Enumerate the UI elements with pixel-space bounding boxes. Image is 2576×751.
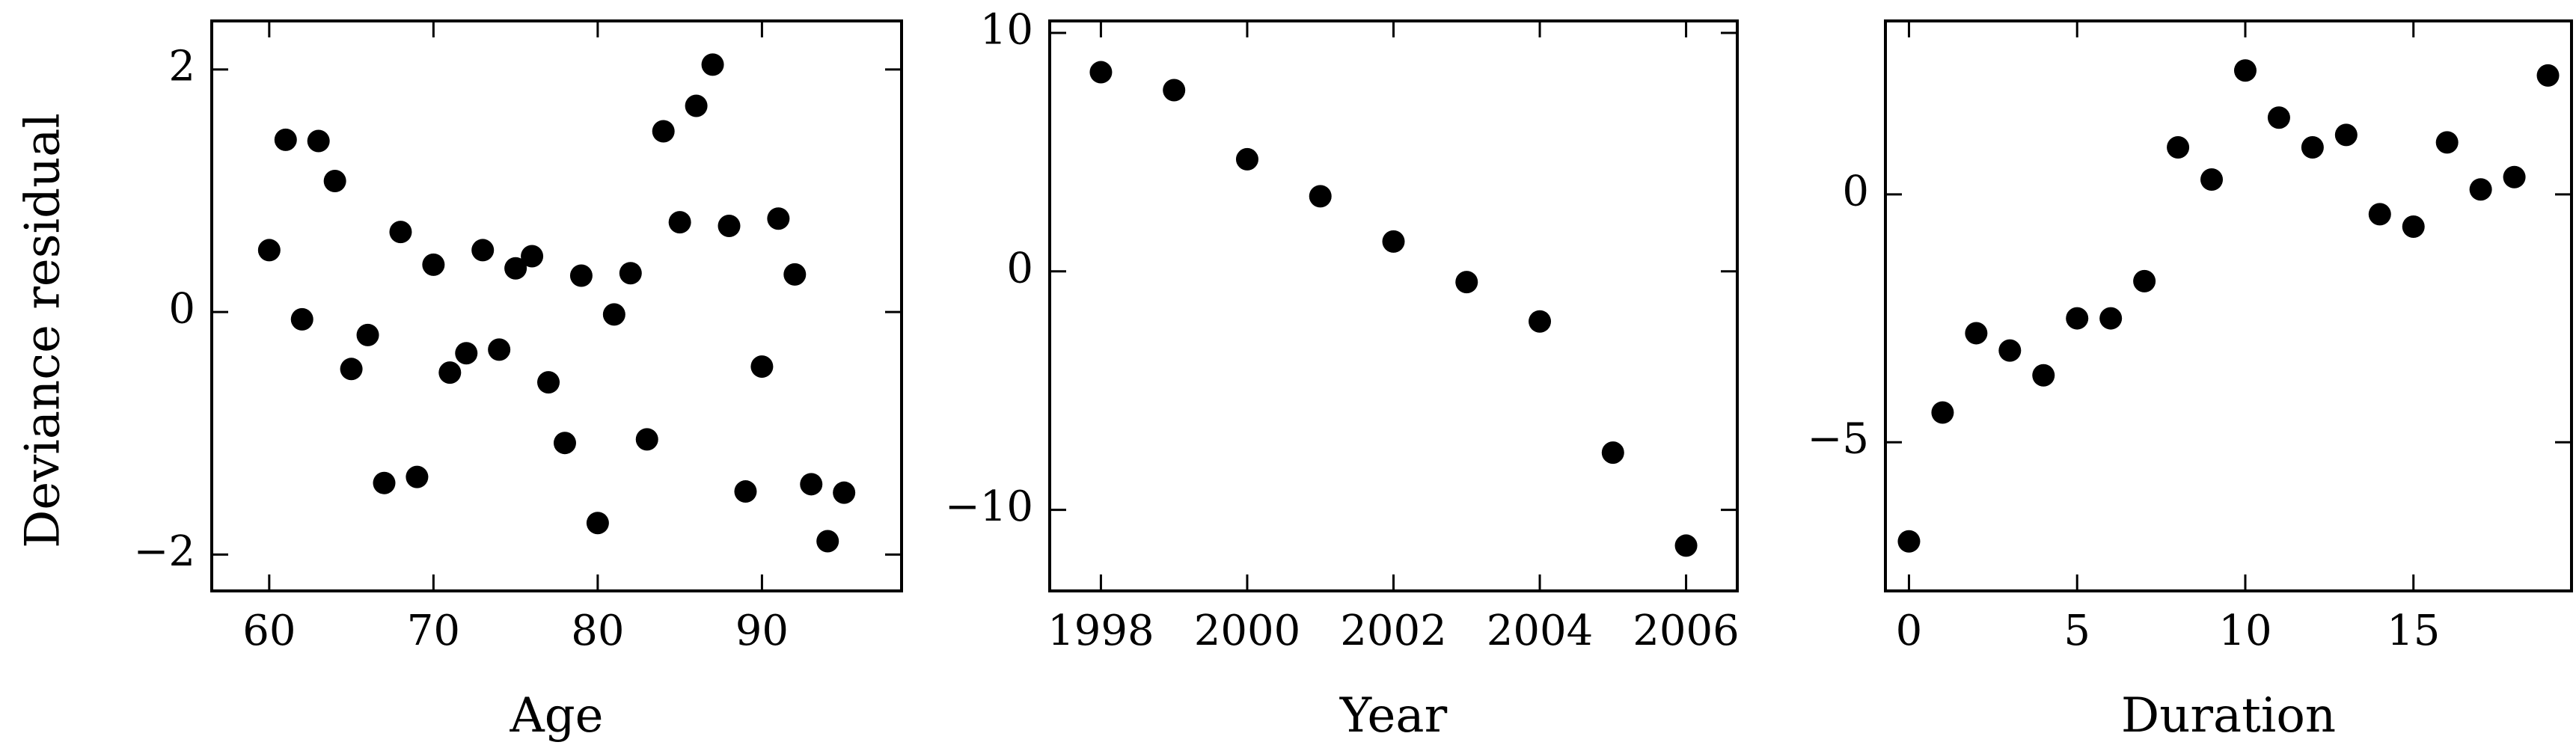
year-point-6: [1529, 310, 1552, 333]
duration-point-12: [2301, 135, 2324, 159]
duration-point-10: [2233, 59, 2257, 82]
age-point-34: [816, 530, 839, 553]
age-x-tick-label: 70: [407, 607, 460, 655]
year-y-tick-label: −10: [945, 482, 1033, 531]
year-point-7: [1601, 441, 1624, 465]
age-point-17: [537, 371, 560, 394]
age-point-4: [323, 170, 346, 193]
age-point-25: [668, 211, 691, 234]
duration-point-6: [2099, 307, 2123, 330]
duration-point-2: [1965, 322, 1988, 345]
year-y-tick-label: 0: [1006, 244, 1033, 292]
duration-point-14: [2368, 203, 2391, 226]
age-point-33: [800, 473, 823, 496]
year-point-8: [1674, 534, 1698, 557]
age-point-19: [569, 264, 593, 287]
age-y-tick-label: 0: [168, 285, 195, 334]
age-point-32: [783, 263, 807, 286]
duration-point-16: [2435, 131, 2459, 154]
year-point-2: [1235, 147, 1258, 171]
age-x-tick-label: 80: [571, 607, 624, 655]
age-point-6: [356, 323, 379, 346]
duration-point-15: [2402, 215, 2425, 238]
age-point-31: [767, 207, 790, 230]
year-x-tick-label: 2004: [1487, 607, 1594, 655]
age-point-12: [455, 342, 478, 365]
age-point-22: [619, 262, 642, 285]
age-point-14: [488, 338, 511, 361]
duration-x-tick-label: 0: [1896, 607, 1923, 655]
age-point-13: [471, 239, 495, 262]
duration-point-19: [2536, 64, 2560, 87]
age-point-2: [290, 307, 313, 331]
year-plot-frame: [1048, 19, 1739, 592]
age-y-tick-label: 2: [168, 42, 195, 91]
year-x-tick-label: 2000: [1194, 607, 1301, 655]
duration-plot-frame: [1884, 19, 2573, 592]
y-axis-label: Deviance residual: [16, 113, 71, 548]
age-point-1: [274, 128, 297, 151]
age-plot-frame: [210, 19, 903, 592]
duration-point-5: [2066, 307, 2089, 330]
duration-y-tick-label: −5: [1807, 415, 1869, 464]
duration-y-tick-label: 0: [1842, 167, 1869, 215]
duration-point-9: [2200, 168, 2224, 191]
year-x-tick-label: 2006: [1633, 607, 1740, 655]
duration-panel: 0 5 10 15 −5 0 Duration: [1807, 19, 2573, 744]
year-point-3: [1309, 185, 1332, 208]
age-point-23: [635, 428, 658, 451]
duration-x-tick-label: 10: [2218, 607, 2271, 655]
duration-point-7: [2133, 269, 2156, 292]
age-point-16: [521, 245, 544, 268]
age-x-tick-label: 90: [735, 607, 789, 655]
age-point-26: [685, 94, 708, 117]
duration-point-3: [1998, 339, 2022, 362]
age-point-5: [340, 358, 363, 381]
year-point-5: [1455, 271, 1478, 294]
age-point-7: [373, 471, 396, 494]
year-x-axis-label: Year: [1339, 688, 1448, 744]
age-point-29: [734, 480, 757, 503]
age-point-8: [389, 221, 412, 244]
duration-x-tick-label: 15: [2387, 607, 2440, 655]
year-point-0: [1089, 61, 1113, 84]
year-y-tick-label: 10: [980, 5, 1033, 54]
duration-x-axis-label: Duration: [2121, 688, 2336, 744]
age-point-18: [553, 432, 576, 455]
age-point-35: [833, 481, 856, 504]
age-point-21: [602, 303, 625, 326]
age-point-9: [406, 465, 429, 488]
age-y-tick-label: −2: [133, 527, 195, 576]
duration-point-4: [2032, 364, 2055, 387]
year-panel: 1998 2000 2002 2004 2006 −10 0 10 Year: [945, 5, 1740, 744]
age-point-10: [422, 253, 445, 276]
duration-point-17: [2469, 178, 2492, 201]
age-point-30: [750, 355, 774, 378]
duration-point-18: [2503, 165, 2526, 188]
duration-point-8: [2167, 135, 2190, 159]
duration-point-0: [1897, 530, 1921, 553]
age-point-27: [701, 53, 724, 76]
duration-x-tick-label: 5: [2063, 607, 2090, 655]
age-point-20: [586, 512, 609, 535]
age-x-tick-label: 60: [242, 607, 296, 655]
age-point-24: [652, 120, 675, 143]
age-point-15: [504, 257, 527, 280]
age-x-axis-label: Age: [509, 688, 603, 744]
age-point-3: [307, 129, 330, 153]
duration-point-13: [2334, 123, 2358, 147]
year-x-tick-label: 1998: [1047, 607, 1154, 655]
age-point-11: [438, 361, 462, 384]
duration-point-1: [1931, 401, 1954, 424]
year-x-tick-label: 2002: [1340, 607, 1447, 655]
age-point-0: [257, 239, 281, 262]
age-panel: 60 70 80 90 −2 0 2 Age: [133, 19, 903, 744]
year-point-1: [1163, 79, 1186, 102]
duration-point-11: [2267, 106, 2290, 129]
year-point-4: [1382, 230, 1405, 253]
age-point-28: [718, 214, 741, 237]
